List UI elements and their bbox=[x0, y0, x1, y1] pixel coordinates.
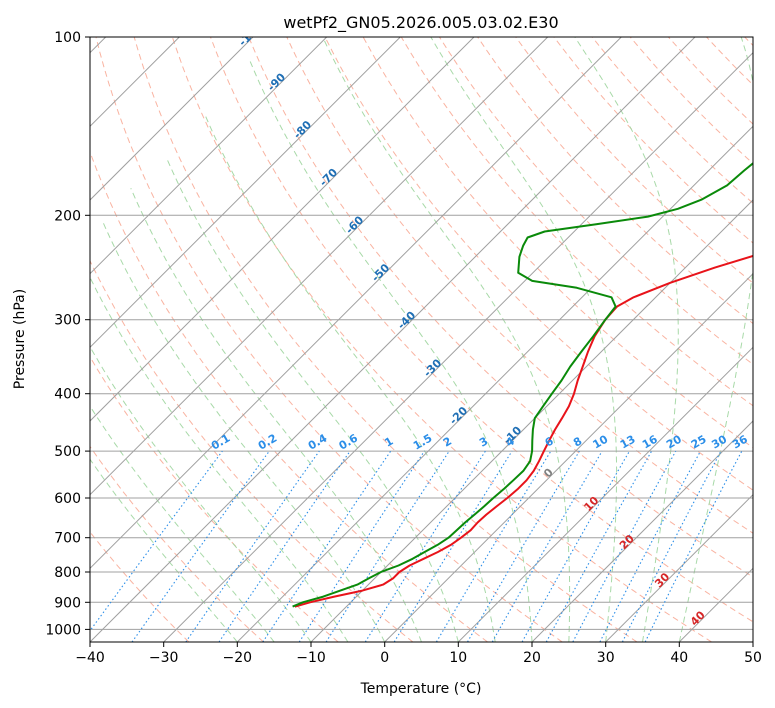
dry-adiabats bbox=[90, 37, 753, 642]
y-tick-label: 900 bbox=[54, 595, 81, 611]
mixing-ratio-line bbox=[467, 450, 580, 642]
moist-adiabat-line bbox=[90, 345, 312, 642]
mixing-ratio-line bbox=[435, 450, 552, 642]
isotherm-line bbox=[457, 346, 753, 642]
dewpoint-line bbox=[292, 162, 753, 608]
isotherms bbox=[90, 37, 753, 642]
isotherm-line bbox=[90, 37, 254, 201]
moist-adiabat-line bbox=[90, 276, 349, 642]
x-tick-label: 30 bbox=[597, 650, 615, 666]
y-tick-label: 800 bbox=[54, 565, 81, 581]
y-axis: 100 200 300 400 500 600 700 800 900 1000 bbox=[45, 30, 90, 638]
x-tick-label: 20 bbox=[523, 650, 541, 666]
plot-area: 0.10.20.40.611.52346810131620253036-100-… bbox=[90, 20, 753, 642]
moist-adiabat-line bbox=[249, 61, 533, 642]
y-tick-label: 400 bbox=[54, 387, 81, 403]
y-tick-label: 600 bbox=[54, 491, 81, 507]
dry-adiabat-line bbox=[171, 37, 712, 642]
plot-frame bbox=[89, 36, 754, 643]
dry-adiabat-line bbox=[248, 37, 753, 578]
moist-adiabat-line bbox=[130, 187, 422, 642]
y-tick-label: 1000 bbox=[45, 622, 81, 638]
mixing-ratio-line bbox=[572, 450, 677, 642]
mixing-ratio-line bbox=[393, 450, 513, 642]
moist-adiabat-line bbox=[430, 37, 618, 642]
dry-adiabat-line bbox=[95, 37, 563, 642]
y-tick-label: 500 bbox=[54, 444, 81, 460]
isotherm-line bbox=[90, 37, 475, 422]
dry-adiabat-line bbox=[324, 37, 753, 491]
x-tick-label: −40 bbox=[75, 650, 105, 666]
mixing-ratio-line bbox=[364, 450, 486, 642]
dry-adiabat-line bbox=[515, 37, 753, 284]
isotherm-line bbox=[605, 493, 753, 642]
dry-adiabat-line bbox=[629, 37, 753, 165]
y-tick-label: 100 bbox=[54, 30, 81, 46]
isotherm-line bbox=[90, 37, 696, 642]
y-tick-label: 200 bbox=[54, 208, 81, 224]
dry-adiabat-line bbox=[477, 37, 753, 325]
isotherm-line bbox=[310, 199, 753, 642]
isotherm-line bbox=[236, 125, 753, 642]
x-tick-label: 50 bbox=[744, 650, 762, 666]
mixing-ratio-lines bbox=[90, 450, 743, 642]
moist-adiabat-line bbox=[678, 37, 753, 642]
x-tick-label: −20 bbox=[223, 650, 253, 666]
moist-adiabat-line bbox=[102, 221, 386, 642]
y-axis-title: Pressure (hPa) bbox=[12, 289, 28, 389]
dry-adiabat-line bbox=[133, 37, 638, 642]
y-tick-label: 700 bbox=[54, 531, 81, 547]
moist-adiabat-line bbox=[90, 458, 238, 642]
mixing-ratio-line bbox=[521, 450, 630, 642]
mixing-ratio-line bbox=[491, 450, 603, 642]
isobars bbox=[90, 37, 753, 630]
dry-adiabat-line bbox=[90, 259, 414, 642]
x-tick-label: −30 bbox=[149, 650, 179, 666]
isotherm-line bbox=[531, 420, 753, 642]
temperature-line bbox=[294, 254, 753, 608]
isotherm-line bbox=[90, 37, 328, 275]
dry-adiabat-line bbox=[210, 37, 753, 623]
isotherm-line bbox=[163, 51, 753, 642]
dry-adiabat-line bbox=[400, 37, 753, 407]
x-axis: −40 −30 −20 −10 0 10 20 30 40 50 bbox=[75, 642, 762, 666]
mixing-ratio-line bbox=[185, 450, 320, 642]
isotherm-line bbox=[90, 37, 622, 570]
x-tick-label: 40 bbox=[670, 650, 688, 666]
x-tick-label: −10 bbox=[296, 650, 326, 666]
mixing-ratio-line bbox=[90, 450, 223, 632]
moist-adiabat-line bbox=[90, 405, 275, 642]
x-tick-label: 0 bbox=[380, 650, 389, 666]
moist-adiabat-line bbox=[322, 37, 571, 642]
isotherm-line bbox=[90, 37, 549, 496]
x-tick-label: 10 bbox=[449, 650, 467, 666]
chart-title: wetPf2_GN05.2026.005.03.02.E30 bbox=[283, 13, 558, 33]
dry-adiabat-line bbox=[90, 445, 264, 642]
x-axis-title: Temperature (°C) bbox=[360, 681, 482, 697]
isotherm-line bbox=[384, 272, 753, 642]
y-tick-label: 300 bbox=[54, 313, 81, 329]
isotherm-line bbox=[90, 37, 401, 349]
profile-series bbox=[292, 162, 753, 608]
mixing-ratio-line bbox=[325, 450, 450, 642]
isotherm-label: -100 bbox=[236, 20, 265, 49]
mixing-ratio-line bbox=[545, 450, 653, 642]
mixing-ratio-line bbox=[131, 450, 270, 642]
moist-adiabat-line bbox=[204, 114, 496, 642]
mixing-ratio-line bbox=[218, 450, 351, 642]
dry-adiabat-line bbox=[591, 37, 753, 204]
